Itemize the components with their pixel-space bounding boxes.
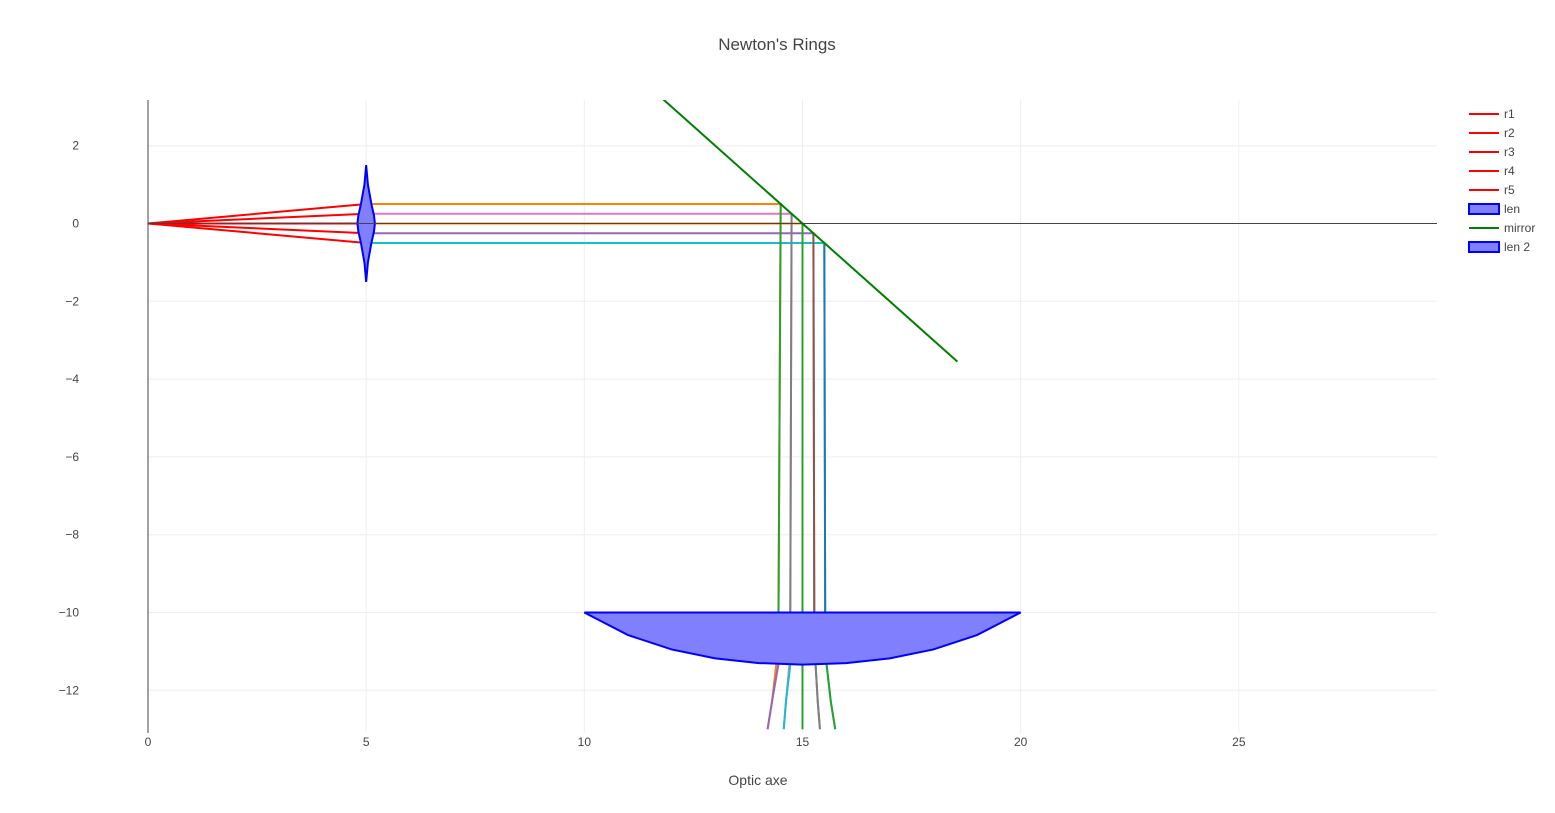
light-ray-trace [825, 663, 837, 730]
legend-item[interactable]: r4 [1469, 164, 1515, 178]
legend-label: mirror [1504, 221, 1535, 235]
x-tick-label: 5 [363, 735, 370, 749]
lens-shape [583, 611, 1022, 666]
legend-label: r2 [1504, 126, 1515, 140]
x-tick-label: 15 [796, 735, 810, 749]
light-ray-trace [782, 664, 792, 730]
y-tick-label: −12 [59, 683, 80, 697]
x-tick-label: 10 [578, 735, 592, 749]
series-line [148, 222, 367, 235]
light-ray-trace [766, 663, 780, 730]
grid-lines [148, 100, 1437, 733]
legend-swatch [1468, 241, 1500, 253]
chart-title: Newton's Rings [718, 35, 836, 54]
x-axis-title: Optic axe [728, 772, 787, 788]
light-ray-trace [823, 242, 827, 613]
light-ray-trace [789, 213, 793, 613]
legend-label: r3 [1504, 145, 1515, 159]
y-tick-label: −4 [65, 372, 79, 386]
y-tick-label: −2 [65, 294, 79, 308]
plot-traces [148, 100, 1022, 730]
legend-label: r1 [1504, 107, 1515, 121]
y-tick-label: 2 [72, 139, 79, 153]
x-tick-label: 25 [1232, 735, 1246, 749]
legend-item[interactable]: len [1468, 202, 1520, 216]
y-tick-label: 0 [72, 217, 79, 231]
x-tick-label: 20 [1014, 735, 1028, 749]
legend-label: len [1504, 202, 1520, 216]
x-tick-label: 0 [145, 735, 152, 749]
legend-item[interactable]: r5 [1469, 183, 1515, 197]
y-tick-label: −10 [59, 606, 80, 620]
y-tick-label: −8 [65, 528, 79, 542]
legend-item[interactable]: mirror [1469, 221, 1535, 235]
legend-item[interactable]: r3 [1469, 145, 1515, 159]
legend[interactable]: r1 r2 r3 r4 r5 len mirror len 2 [1468, 107, 1535, 254]
series-line [148, 212, 367, 225]
series-line [662, 100, 959, 363]
y-tick-label: −6 [65, 450, 79, 464]
legend-label: len 2 [1504, 240, 1530, 254]
legend-item[interactable]: len 2 [1468, 240, 1530, 254]
light-ray-trace [812, 233, 816, 613]
light-ray-trace [777, 204, 782, 613]
legend-item[interactable]: r2 [1469, 126, 1515, 140]
legend-label: r4 [1504, 164, 1515, 178]
legend-item[interactable]: r1 [1469, 107, 1515, 121]
legend-swatch [1468, 203, 1500, 215]
series-line [148, 203, 367, 225]
axes [147, 100, 1437, 733]
series-line [148, 222, 367, 244]
legend-label: r5 [1504, 183, 1515, 197]
light-ray-trace [814, 664, 821, 730]
